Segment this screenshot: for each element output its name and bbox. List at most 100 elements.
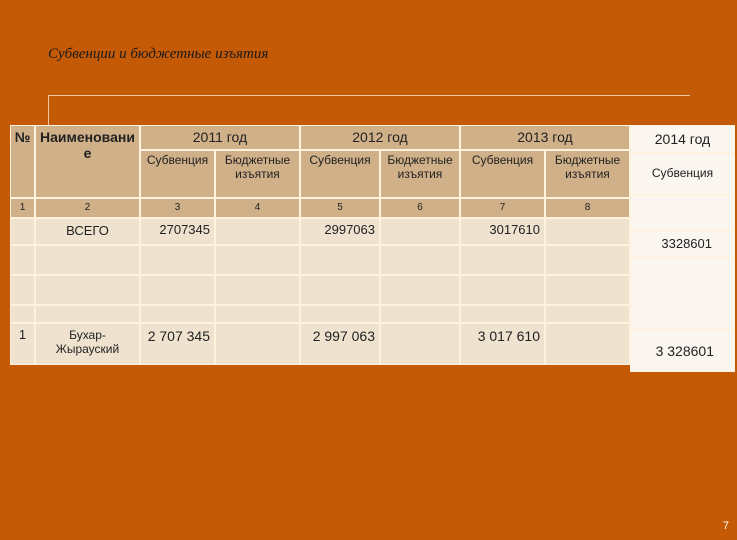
table-cell: 2013 год [460, 125, 630, 150]
table-cell: Наименование [35, 125, 140, 198]
table-cell: 2707345 [140, 218, 215, 245]
table-cell [215, 218, 300, 245]
cell-text: 3 328601 [655, 342, 714, 359]
cell-text: Бюджетные изъятия [554, 153, 621, 181]
cell-text: 2011 год [192, 129, 248, 146]
table-cell [380, 218, 460, 245]
cell-text: Субвенция [651, 166, 714, 181]
cell-text: 2013 год [517, 129, 573, 146]
table-cell: 2012 год [300, 125, 460, 150]
table-cell [35, 245, 140, 275]
table-cell [35, 305, 140, 323]
cell-text: 6 [417, 202, 423, 214]
table-cell: 6 [380, 198, 460, 218]
table-cell: 2 707 345 [140, 323, 215, 365]
cell-text: 3328601 [661, 235, 712, 251]
table-cell: 7 [460, 198, 545, 218]
page-number: 7 [722, 520, 729, 532]
table-cell: 3017610 [460, 218, 545, 245]
table-cell [380, 245, 460, 275]
table-cell [460, 305, 545, 323]
table-cell: 5 [300, 198, 380, 218]
cell-text: 1 [19, 202, 26, 214]
table-cell: 2011 год [140, 125, 300, 150]
table-cell [10, 305, 35, 323]
frame-line [48, 95, 49, 125]
table-cell: № [10, 125, 35, 198]
slide-title: Субвенции и бюджетные изъятия [48, 46, 269, 62]
cell-text: Бюджетные изъятия [224, 153, 291, 181]
table-cell: 1 [10, 198, 35, 218]
table-cell [35, 275, 140, 305]
cell-text: Наименование [40, 129, 135, 162]
table-cell: 2 997 063 [300, 323, 380, 365]
cell-text: Бухар-Жырауский [55, 328, 120, 356]
table-cell: 3328601 [630, 230, 735, 258]
table-cell: Бюджетные изъятия [215, 150, 300, 198]
table-cell: 8 [545, 198, 630, 218]
cell-text: Субвенция [471, 153, 534, 167]
table-cell [300, 275, 380, 305]
frame-line [48, 95, 690, 96]
table-cell [215, 245, 300, 275]
table-cell: Субвенция [630, 153, 735, 195]
table-cell [630, 258, 735, 330]
table-cell [460, 275, 545, 305]
cell-text: 3 017 610 [477, 328, 540, 344]
table-cell [215, 275, 300, 305]
table-cell [215, 323, 300, 365]
table-cell: 3 017 610 [460, 323, 545, 365]
table-cell: 1 [10, 323, 35, 365]
table-cell: 2014 год [630, 125, 735, 153]
table-cell: 2 [35, 198, 140, 218]
table-cell [545, 305, 630, 323]
table-cell [300, 245, 380, 275]
cell-text: Бюджетные изъятия [387, 153, 453, 181]
cell-text: 1 [18, 327, 27, 342]
cell-text: 2997063 [324, 222, 375, 237]
table-cell: Субвенция [460, 150, 545, 198]
table-cell [10, 275, 35, 305]
table-cell [300, 305, 380, 323]
cell-text: 2 [84, 202, 91, 214]
cell-text: № [14, 129, 31, 145]
table-cell [545, 323, 630, 365]
table-cell: 3 328601 [630, 330, 735, 372]
cell-text: 2 997 063 [312, 328, 375, 344]
table-cell: 4 [215, 198, 300, 218]
cell-text: 4 [254, 202, 261, 214]
table-cell [630, 195, 735, 230]
cell-text: 2707345 [159, 222, 210, 237]
table-cell [545, 218, 630, 245]
cell-text: 8 [584, 202, 591, 214]
table-cell [215, 305, 300, 323]
table-cell [545, 275, 630, 305]
table-cell [10, 245, 35, 275]
table-cell [380, 305, 460, 323]
table-cell [545, 245, 630, 275]
table-cell: Бюджетные изъятия [380, 150, 460, 198]
table-cell: ВСЕГО [35, 218, 140, 245]
cell-text: 3 [174, 202, 181, 214]
table-cell: 2997063 [300, 218, 380, 245]
cell-text: Субвенция [146, 153, 209, 167]
cell-text: 2014 год [654, 130, 711, 147]
table-cell [380, 323, 460, 365]
table-cell: Субвенция [300, 150, 380, 198]
cell-text: Субвенция [309, 153, 371, 167]
cell-text: 7 [499, 202, 506, 214]
table-cell: 3 [140, 198, 215, 218]
table-cell [140, 305, 215, 323]
table-cell: Субвенция [140, 150, 215, 198]
table-cell [380, 275, 460, 305]
table-cell [140, 245, 215, 275]
cell-text: 5 [337, 202, 343, 214]
cell-text: 2012 год [352, 129, 408, 146]
cell-text: 3017610 [489, 222, 540, 237]
table-cell [140, 275, 215, 305]
cell-text: ВСЕГО [66, 223, 109, 238]
table-cell [10, 218, 35, 245]
row-name: Бухар-Жырауский [35, 323, 140, 365]
table-cell: Бюджетные изъятия [545, 150, 630, 198]
